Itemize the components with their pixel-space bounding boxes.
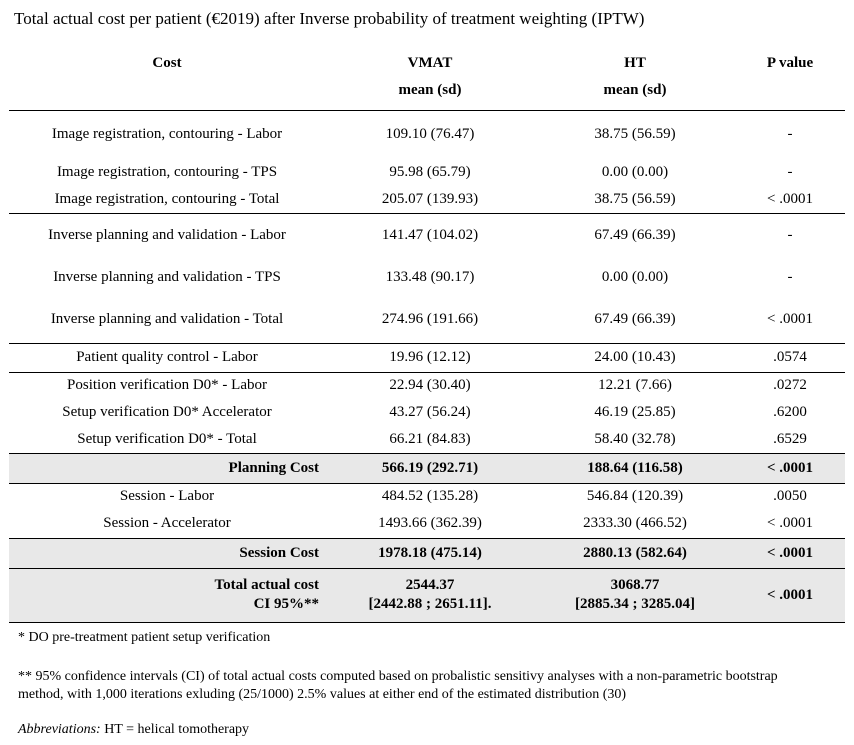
total-p: < .0001 [735,567,845,623]
row-p: < .0001 [767,311,813,328]
table-row: Image registration, contouring - Labor 1… [9,109,845,159]
row-vmat: 66.21 (84.83) [389,430,471,447]
row-ht: 58.40 (32.78) [594,430,676,447]
abbreviations-text: HT = helical tomotherapy [100,722,250,737]
row-cost: Image registration, contouring - Labor [9,109,325,159]
footnote-d0: * DO pre-treatment patient setup verific… [18,630,271,645]
row-vmat: 43.27 (56.24) [389,404,471,420]
table-row: Image registration, contouring - Total 2… [9,186,845,213]
header-vmat-label: VMAT [407,55,453,71]
row-ht: 2880.13 (582.64) [535,537,735,568]
row-ht: 24.00 (10.43) [535,342,735,372]
header-cost: Cost [152,55,182,71]
row-p: .6200 [773,404,807,420]
row-vmat: 109.10 (76.47) [325,109,535,159]
row-cost: Session Cost [9,537,325,568]
row-vmat: 1978.18 (475.14) [325,537,535,568]
row-p: < .0001 [735,452,845,483]
row-cost: Planning Cost [9,452,325,483]
total-vmat-line1: 2544.37 [405,577,455,593]
header-vmat-sub: mean (sd) [398,82,462,98]
table-row: Session - Labor 484.52 (135.28) 546.84 (… [9,482,845,510]
total-cost-line1: Total actual cost [214,577,319,593]
table-row: Image registration, contouring - TPS 95.… [9,159,845,186]
row-ht: 38.75 (56.59) [594,190,676,207]
row-p: - [735,109,845,159]
row-p: .0574 [735,342,845,372]
row-cost: Inverse planning and validation - TPS [53,269,281,285]
header-ht-sub: mean (sd) [603,82,667,98]
footnote-ci-line2: method, with 1,000 iterations exluding (… [18,687,627,702]
row-p: .0050 [735,482,845,510]
row-ht: 2333.30 (466.52) [583,515,687,532]
row-cost: Image registration, contouring - TPS [56,164,278,180]
table-row: Setup verification D0* Accelerator 43.27… [9,399,845,426]
row-vmat: 274.96 (191.66) [381,311,479,328]
total-vmat-line2: [2442.88 ; 2651.11]. [368,596,492,612]
total-ht-line2: [2885.34 ; 3285.04] [575,596,695,612]
row-ht: 0.00 (0.00) [601,269,669,285]
header-ht: HT mean (sd) [535,46,735,110]
row-vmat: 484.52 (135.28) [325,482,535,510]
footnote-ci-line1: ** 95% confidence intervals (CI) of tota… [18,669,778,684]
row-vmat: 141.47 (104.02) [325,212,535,258]
row-ht: 38.75 (56.59) [535,109,735,159]
row-vmat: 205.07 (139.93) [381,190,479,207]
row-vmat: 22.94 (30.40) [325,371,535,399]
row-vmat: 19.96 (12.12) [325,342,535,372]
row-ht: 67.49 (66.39) [594,311,676,328]
row-cost: Position verification D0* - Labor [9,371,325,399]
table-row: Inverse planning and validation - Total … [9,297,845,343]
row-p: - [787,269,793,285]
row-cost: Setup verification D0* - Total [77,430,257,447]
total-cost-line2: CI 95%** [253,596,319,612]
row-p: < .0001 [735,537,845,568]
subtotal-row-session: Session Cost 1978.18 (475.14) 2880.13 (5… [9,537,845,568]
footnote-abbreviations: Abbreviations: HT = helical tomotherapy [18,721,249,739]
table-row: Inverse planning and validation - Labor … [9,212,845,258]
header-ht-label: HT [624,55,646,71]
row-ht: 12.21 (7.66) [535,371,735,399]
table-row: Inverse planning and validation - TPS 13… [9,258,845,297]
row-cost: Session - Accelerator [103,515,231,532]
row-p: < .0001 [767,515,813,532]
table-row: Position verification D0* - Labor 22.94 … [9,371,845,399]
table-header-row: Cost VMAT mean (sd) HT mean (sd) P value [9,46,845,110]
table-row: Session - Accelerator 1493.66 (362.39) 2… [9,510,845,538]
row-p: .6529 [773,430,807,447]
row-p: < .0001 [767,190,813,207]
row-ht: 67.49 (66.39) [535,212,735,258]
total-vmat: 2544.37 [2442.88 ; 2651.11]. [325,567,535,623]
row-ht: 188.64 (116.58) [535,452,735,483]
header-vmat: VMAT mean (sd) [325,46,535,110]
row-cost: Inverse planning and validation - Total [50,311,284,328]
row-vmat: 133.48 (90.17) [385,269,475,285]
table-title: Total actual cost per patient (€2019) af… [14,9,645,28]
total-cost: Total actual cost CI 95%** [9,567,325,623]
row-p: - [787,164,793,180]
cost-table: Cost VMAT mean (sd) HT mean (sd) P value I… [9,46,845,623]
row-cost: Session - Labor [9,482,325,510]
row-p: - [735,212,845,258]
row-cost: Setup verification D0* Accelerator [62,404,272,420]
row-vmat: 1493.66 (362.39) [378,515,482,532]
row-cost: Inverse planning and validation - Labor [9,212,325,258]
table-row: Patient quality control - Labor 19.96 (1… [9,342,845,372]
total-row: Total actual cost CI 95%** 2544.37 [2442… [9,567,845,623]
row-ht: 46.19 (25.85) [594,404,676,420]
subtotal-row-planning: Planning Cost 566.19 (292.71) 188.64 (11… [9,452,845,483]
total-ht-line1: 3068.77 [610,577,660,593]
row-vmat: 95.98 (65.79) [389,164,471,180]
table-row: Setup verification D0* - Total 66.21 (84… [9,426,845,453]
row-ht: 546.84 (120.39) [535,482,735,510]
row-cost: Patient quality control - Labor [9,342,325,372]
total-ht: 3068.77 [2885.34 ; 3285.04] [535,567,735,623]
row-ht: 0.00 (0.00) [601,164,669,180]
header-p-value: P value [766,55,814,71]
abbreviations-label: Abbreviations: [18,722,101,737]
row-vmat: 566.19 (292.71) [325,452,535,483]
row-cost: Image registration, contouring - Total [54,190,280,207]
row-p: .0272 [735,371,845,399]
